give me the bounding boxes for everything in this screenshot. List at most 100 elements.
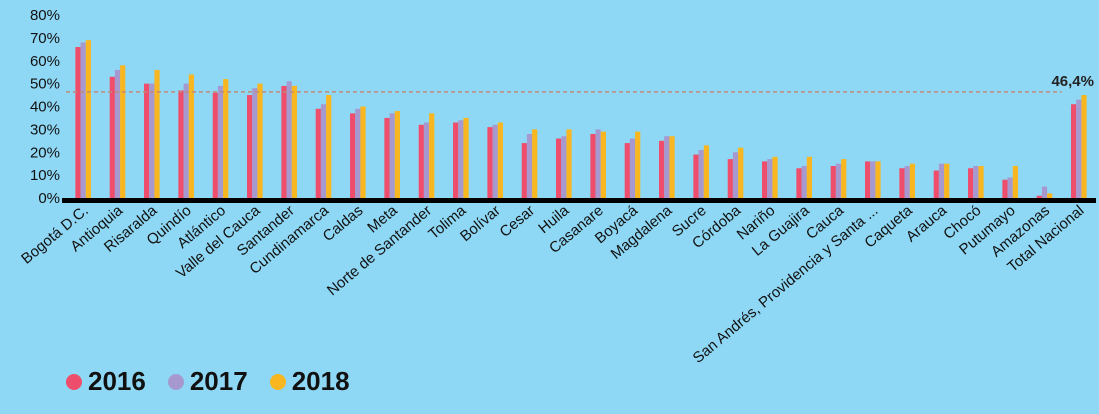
bar-bolivar-2017: [492, 124, 498, 198]
bar-tolima-2018: [463, 117, 469, 198]
bar-cordoba-2016: [727, 159, 733, 198]
x-axis-labels: Bogotá D.C.AntioquiaRisaraldaQuindíoAtlá…: [18, 202, 1087, 367]
bar-atlantico-2017: [217, 85, 224, 198]
legend-item-2017: 2017: [167, 366, 248, 397]
bar-bogota-d-c-2018: [85, 40, 91, 198]
y-tick-label: 80%: [30, 7, 60, 24]
bar-sucre-2018: [703, 145, 709, 198]
bar-cauca-2016: [830, 165, 836, 198]
bar-san-andres-providencia-y-santa-2018: [875, 161, 881, 198]
bar-risaralda-2017: [149, 83, 155, 199]
bar-narino-2018: [772, 156, 778, 198]
y-tick-label: 40%: [30, 99, 60, 116]
bar-casanare-2018: [600, 131, 606, 198]
bar-narino-2016: [762, 161, 768, 198]
bar-casanare-2017: [595, 129, 601, 199]
legend-swatch-2018: [269, 373, 286, 390]
bar-risaralda-2016: [144, 83, 150, 199]
bar-san-andres-providencia-y-santa-2017: [870, 161, 876, 198]
bar-bolivar-2018: [497, 122, 503, 198]
bar-la-guajira-2016: [796, 168, 802, 198]
bar-caqueta-2017: [904, 165, 910, 198]
bar-cesar-2017: [526, 133, 533, 198]
bar-putumayo-2018: [1012, 165, 1018, 198]
bar-cordoba-2017: [732, 152, 739, 198]
bar-caldas-2016: [350, 113, 356, 198]
bar-putumayo-2016: [1002, 179, 1008, 198]
bar-caqueta-2016: [899, 168, 905, 198]
bar-huila-2018: [566, 129, 572, 199]
bar-arauca-2018: [944, 163, 950, 198]
bar-bogota-d-c-2017: [80, 42, 86, 199]
bar-caldas-2018: [360, 106, 366, 198]
y-tick-label: 20%: [30, 144, 60, 161]
bar-amazonas-2017: [1041, 186, 1048, 198]
bar-cauca-2017: [835, 163, 842, 198]
bar-meta-2016: [384, 117, 390, 198]
legend-item-2016: 2016: [66, 366, 146, 397]
bar-magdalena-2018: [669, 136, 675, 198]
legend-swatch-2017: [167, 373, 184, 390]
x-tick-label-cesar: Cesar: [496, 202, 538, 241]
bar-boyaca-2017: [629, 138, 636, 198]
bar-arauca-2016: [933, 170, 939, 198]
bar-arauca-2017: [938, 163, 945, 198]
bar-huila-2017: [561, 136, 567, 198]
bars: [75, 40, 1087, 199]
bar-atlantico-2016: [212, 92, 218, 198]
bar-quindio-2018: [188, 74, 194, 198]
bar-tolima-2017: [458, 120, 464, 198]
bar-antioquia-2017: [114, 69, 121, 199]
x-tick-label-bolivar: Bolívar: [457, 202, 504, 245]
bar-total-nacional-2018: [1081, 95, 1087, 198]
bar-cesar-2018: [532, 129, 538, 199]
bar-santander-2016: [281, 85, 287, 198]
bar-amazonas-2016: [1036, 195, 1042, 198]
bar-boyaca-2016: [624, 143, 630, 198]
y-axis-ticks: 0% 10% 20% 30% 40% 50% 60% 70% 80%: [30, 7, 60, 207]
legend-swatch-2016: [66, 373, 82, 390]
bar-risaralda-2018: [154, 69, 160, 199]
bar-cundinamarca-2018: [326, 95, 332, 198]
bar-amazonas-2018: [1047, 193, 1053, 198]
bar-la-guajira-2017: [801, 165, 807, 198]
bar-san-andres-providencia-y-santa-2016: [865, 161, 871, 198]
bar-sucre-2016: [693, 154, 699, 198]
y-tick-label: 0%: [38, 190, 60, 207]
bar-caldas-2017: [355, 108, 361, 198]
bar-total-nacional-2016: [1071, 104, 1077, 198]
bar-quindio-2017: [183, 83, 189, 199]
bar-cundinamarca-2017: [320, 104, 327, 198]
x-axis-baseline: [62, 198, 1096, 203]
legend-label-2017: 2017: [189, 366, 248, 396]
bar-choco-2016: [968, 168, 974, 198]
y-tick-label: 60%: [30, 53, 60, 70]
bar-norte-de-santander-2018: [429, 113, 435, 198]
bar-casanare-2016: [590, 133, 596, 198]
bar-tolima-2016: [453, 122, 459, 198]
bar-atlantico-2018: [223, 79, 229, 198]
bar-choco-2017: [973, 165, 979, 198]
bar-santander-2018: [291, 85, 297, 198]
bar-norte-de-santander-2016: [418, 124, 424, 198]
bar-sucre-2017: [698, 149, 704, 198]
bar-norte-de-santander-2017: [423, 122, 430, 198]
bar-boyaca-2018: [635, 131, 641, 198]
y-tick-label: 10%: [30, 167, 60, 184]
bar-magdalena-2017: [664, 136, 670, 198]
bar-cordoba-2018: [738, 147, 744, 198]
y-tick-label: 70%: [30, 30, 60, 47]
bar-meta-2018: [394, 111, 400, 198]
reference-line-label: 46,4%: [1051, 73, 1094, 90]
bar-cundinamarca-2016: [315, 108, 321, 198]
bar-narino-2017: [767, 159, 773, 198]
bar-antioquia-2016: [109, 76, 115, 198]
bar-putumayo-2017: [1007, 177, 1013, 198]
bar-meta-2017: [389, 113, 395, 198]
x-tick-label-caldas: Caldas: [320, 202, 367, 245]
bar-valle-del-cauca-2017: [252, 88, 258, 198]
y-tick-label: 30%: [30, 121, 60, 138]
bar-bogota-d-c-2016: [75, 47, 81, 198]
bar-total-nacional-2017: [1076, 99, 1082, 198]
